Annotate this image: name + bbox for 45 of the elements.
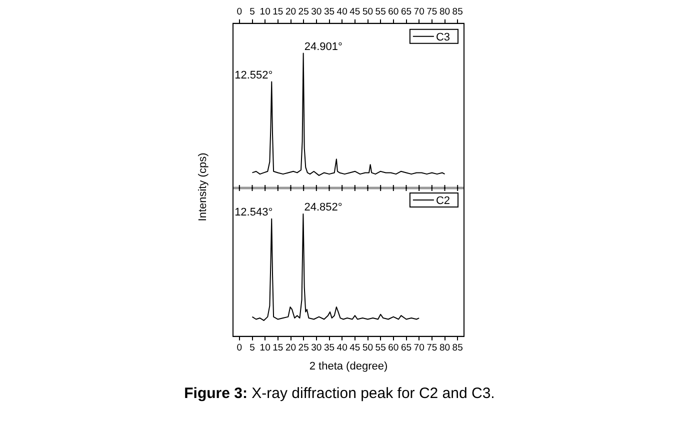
- x-tick-label: 65: [400, 342, 412, 354]
- x-tick-label: 20: [285, 6, 296, 18]
- x-tick-label: 30: [311, 6, 322, 18]
- x-tick-label: 15: [272, 342, 284, 354]
- x-tick-label: 55: [375, 342, 386, 354]
- annotation: 12.543°: [234, 206, 273, 218]
- x-tick-label: 60: [388, 6, 399, 18]
- x-tick-label: 75: [426, 6, 438, 18]
- x-tick-label: 70: [414, 6, 424, 18]
- x-tick-label: 85: [452, 6, 463, 18]
- x-tick-label: 35: [324, 6, 335, 18]
- legend-label: C2: [436, 195, 450, 208]
- x-tick-label: 0: [236, 6, 242, 18]
- x-tick-label: 20: [285, 342, 296, 354]
- annotation: 24.901°: [304, 40, 342, 53]
- x-tick-label: 50: [362, 342, 374, 354]
- x-tick-label: 35: [324, 342, 335, 354]
- x-tick-label: 40: [336, 6, 348, 18]
- x-tick-label: 80: [439, 342, 450, 354]
- x-tick-label: 5: [250, 6, 255, 18]
- x-tick-label: 65: [400, 6, 412, 18]
- x-tick-label: 5: [250, 342, 255, 354]
- legend-label: C3: [436, 31, 450, 44]
- x-tick-label: 0: [236, 342, 242, 354]
- x-tick-label: 25: [298, 342, 309, 354]
- x-tick-label: 80: [439, 6, 450, 18]
- x-tick-label: 10: [260, 6, 270, 18]
- x-tick-label: 45: [350, 342, 360, 354]
- x-tick-label: 30: [311, 342, 322, 354]
- annotation: 12.552°: [234, 69, 273, 82]
- x-tick-label: 50: [362, 6, 374, 18]
- x-tick-label: 55: [375, 6, 386, 18]
- y-axis-title: Intensity (cps): [197, 152, 209, 222]
- x-tick-label: 15: [272, 6, 284, 18]
- x-tick-label: 85: [452, 342, 463, 354]
- annotation: 24.852°: [304, 201, 342, 214]
- x-tick-label: 70: [414, 342, 424, 354]
- x-tick-label: 10: [260, 342, 270, 354]
- x-tick-label: 45: [350, 6, 360, 18]
- x-tick-label: 40: [336, 342, 348, 354]
- x-axis-title: 2 theta (degree): [309, 360, 388, 372]
- x-tick-label: 60: [388, 342, 399, 354]
- x-tick-label: 75: [426, 342, 438, 354]
- x-tick-label: 25: [298, 6, 309, 18]
- caption: Figure 3: X-ray diffraction peak for C2 and C3.: [183, 385, 496, 402]
